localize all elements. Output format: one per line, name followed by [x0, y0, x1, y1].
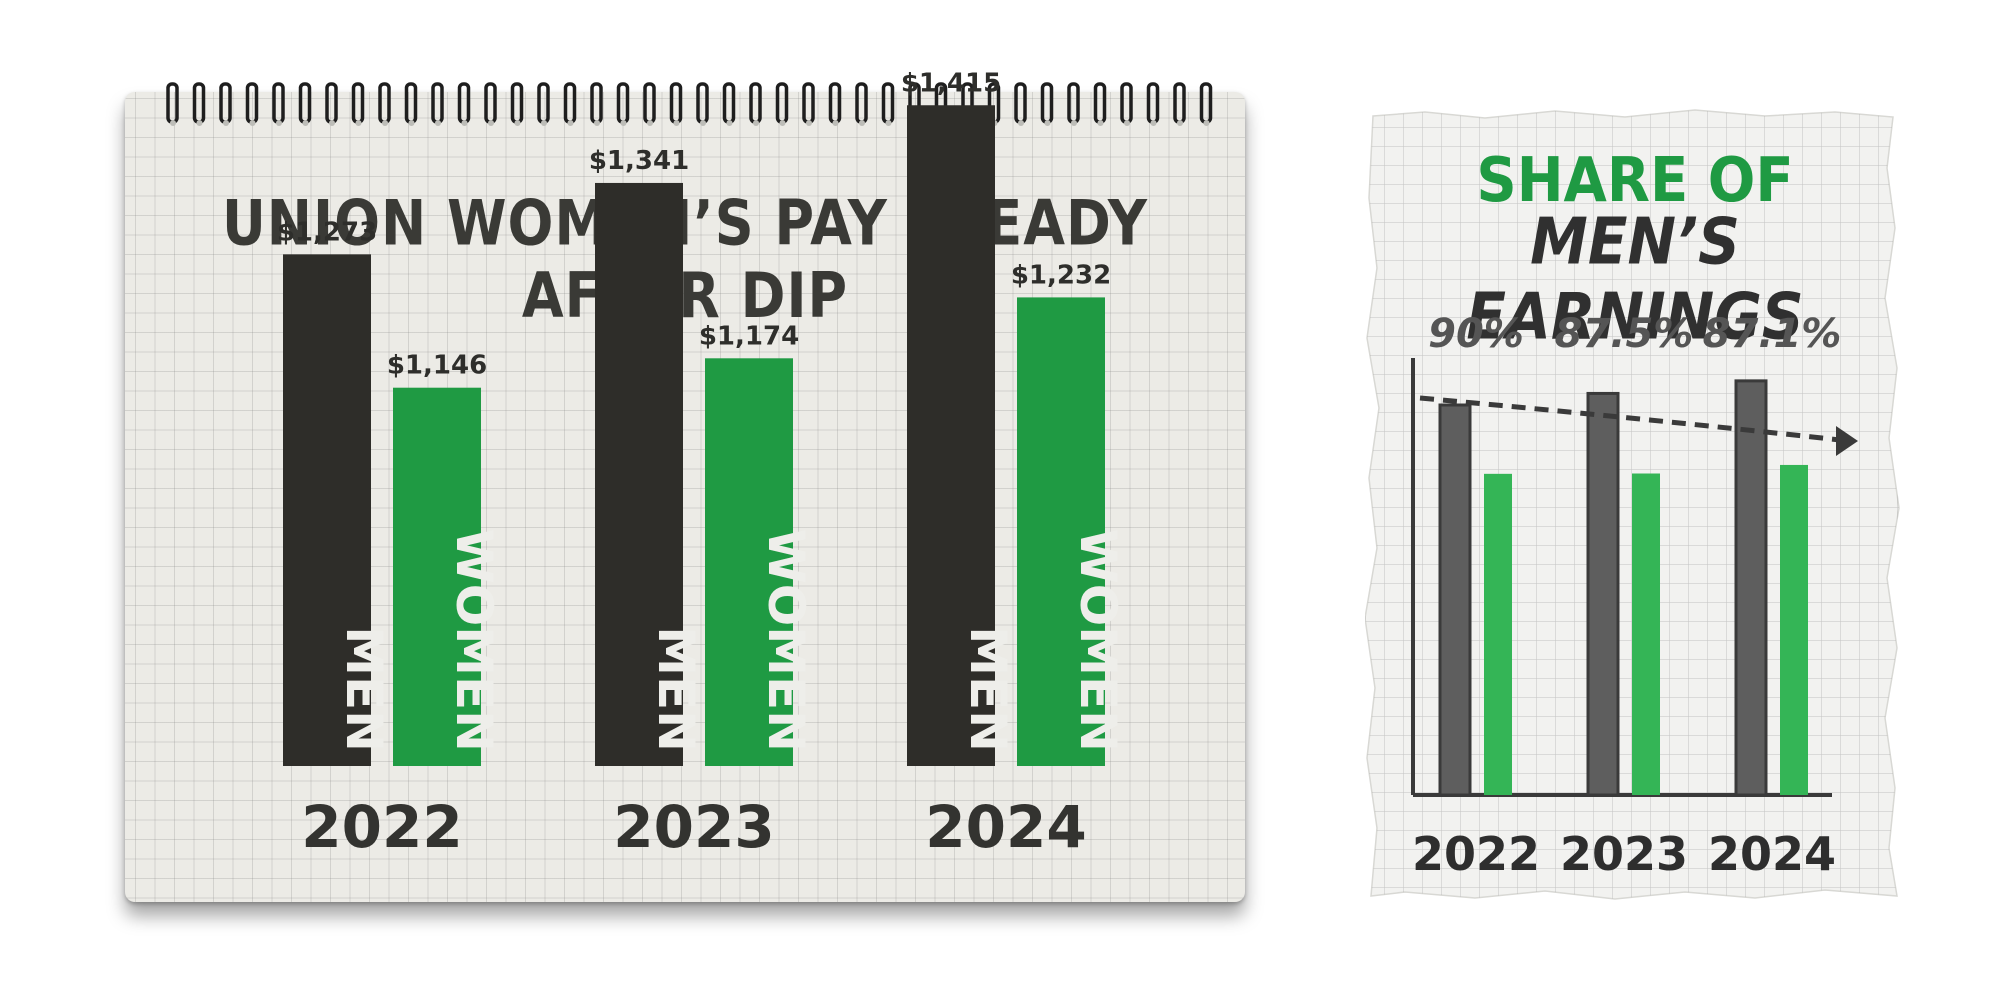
spiral-ring [219, 82, 232, 124]
spiral-ring [908, 82, 921, 124]
spiral-hole [1071, 120, 1077, 126]
spiral-ring [1146, 82, 1160, 124]
spiral-ring [1067, 82, 1080, 124]
spiral-hole [1044, 120, 1051, 126]
spiral-hole [779, 120, 786, 126]
spiral-ring [510, 82, 524, 124]
spiral-hole [700, 120, 706, 126]
spiral-hole [1097, 120, 1104, 126]
spiral-ring [404, 82, 418, 124]
spiral-ring [351, 82, 365, 124]
spiral-ring [378, 82, 391, 124]
spiral-ring [1173, 82, 1186, 124]
spiral-hole [806, 120, 812, 126]
spiral-hole [170, 120, 176, 126]
spiral-ring [1199, 82, 1213, 124]
spiral-ring [669, 82, 683, 124]
notebook-spiral-binding [166, 82, 1213, 126]
spiral-hole [1124, 120, 1130, 126]
spiral-ring [563, 82, 577, 124]
spiral-ring [272, 82, 285, 124]
spiral-hole [885, 120, 892, 126]
spiral-ring [643, 82, 656, 124]
spiral-ring [192, 82, 206, 124]
spiral-ring [802, 82, 815, 124]
share-title-line1: SHARE OF [1476, 144, 1794, 217]
spiral-hole [991, 120, 998, 126]
spiral-hole [276, 120, 282, 126]
spiral-ring [457, 82, 471, 124]
spiral-hole [355, 120, 362, 126]
spiral-ring [696, 82, 709, 124]
spiral-hole [1018, 120, 1024, 126]
spiral-ring [961, 82, 974, 124]
spiral-hole [965, 120, 971, 126]
notebook-chart-panel: UNION WOMEN’S PAY STEADY AFTER DIP [125, 92, 1245, 902]
spiral-hole [435, 120, 441, 126]
spiral-ring [855, 82, 868, 124]
spiral-hole [541, 120, 547, 126]
spiral-ring [1014, 82, 1027, 124]
spiral-ring [722, 82, 736, 124]
spiral-ring [166, 82, 179, 124]
spiral-ring [431, 82, 444, 124]
spiral-hole [302, 120, 309, 126]
spiral-hole [859, 120, 865, 126]
spiral-hole [514, 120, 521, 126]
spiral-hole [1177, 120, 1183, 126]
torn-paper-panel: SHARE OF MEN’S EARNINGS [1365, 108, 1905, 903]
spiral-hole [488, 120, 494, 126]
spiral-ring [298, 82, 312, 124]
spiral-ring [828, 82, 842, 124]
spiral-ring [245, 82, 259, 124]
spiral-ring [881, 82, 895, 124]
spiral-hole [196, 120, 203, 126]
spiral-hole [938, 120, 945, 126]
spiral-hole [329, 120, 335, 126]
spiral-hole [1150, 120, 1157, 126]
spiral-hole [726, 120, 733, 126]
spiral-ring [1040, 82, 1054, 124]
spiral-ring [590, 82, 603, 124]
spiral-hole [408, 120, 415, 126]
spiral-hole [461, 120, 468, 126]
spiral-ring [1120, 82, 1133, 124]
spiral-hole [594, 120, 600, 126]
spiral-hole [620, 120, 627, 126]
spiral-ring [616, 82, 630, 124]
spiral-hole [832, 120, 839, 126]
spiral-hole [249, 120, 256, 126]
spiral-hole [673, 120, 680, 126]
spiral-hole [382, 120, 388, 126]
spiral-hole [567, 120, 574, 126]
share-title-line2: MEN’S EARNINGS [1466, 204, 1804, 354]
spiral-ring [325, 82, 338, 124]
spiral-hole [753, 120, 759, 126]
spiral-hole [912, 120, 918, 126]
spiral-hole [223, 120, 229, 126]
spiral-ring [749, 82, 762, 124]
spiral-ring [537, 82, 550, 124]
spiral-ring [987, 82, 1001, 124]
spiral-hole [1203, 120, 1210, 126]
chart-title: UNION WOMEN’S PAY STEADY AFTER DIP [221, 187, 1149, 332]
spiral-ring [484, 82, 497, 124]
spiral-ring [775, 82, 789, 124]
spiral-ring [1093, 82, 1107, 124]
spiral-ring [934, 82, 948, 124]
spiral-hole [647, 120, 653, 126]
